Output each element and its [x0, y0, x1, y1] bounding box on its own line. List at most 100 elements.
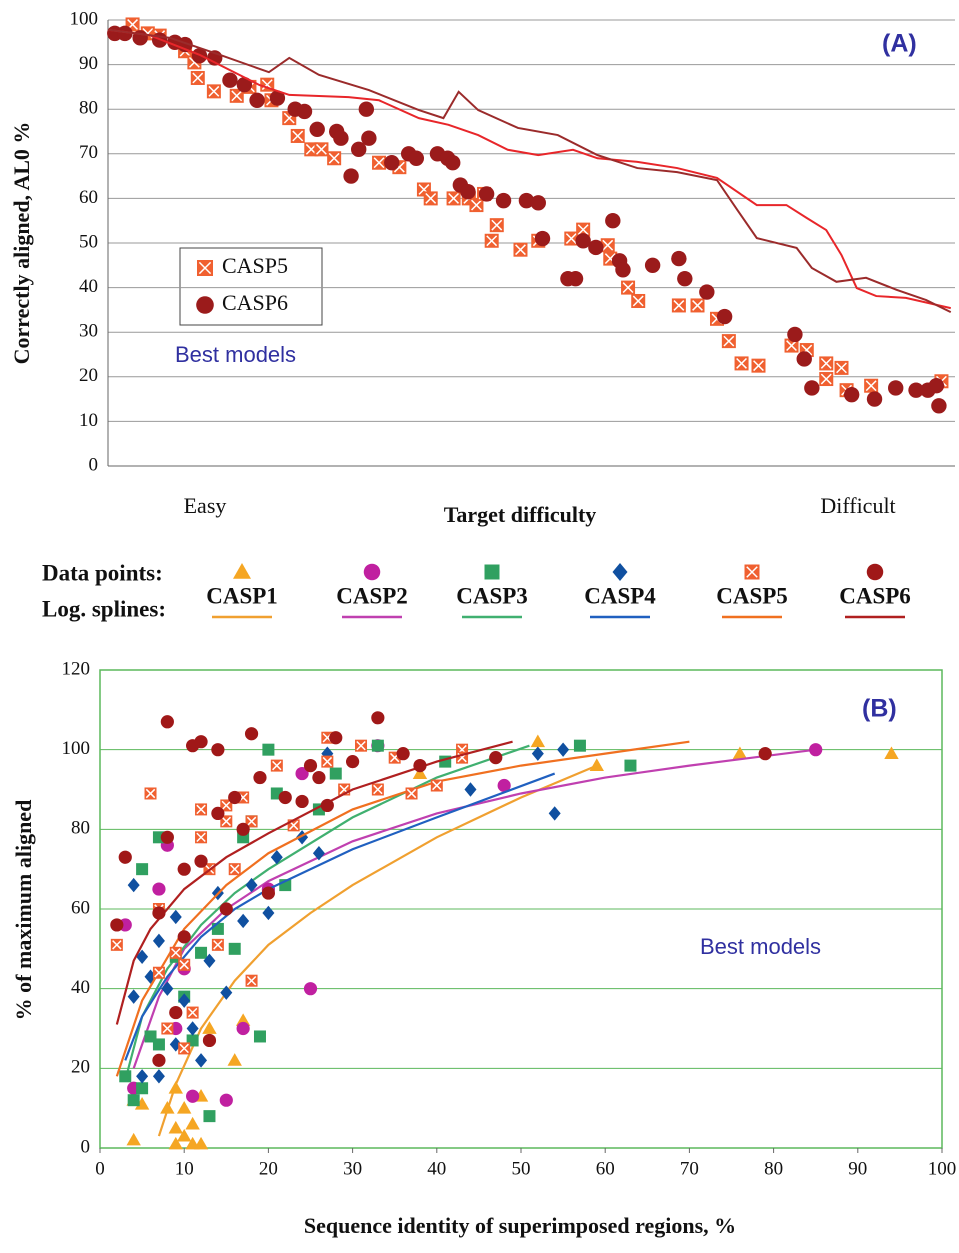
marker — [177, 862, 191, 876]
marker — [168, 1120, 183, 1134]
marker — [864, 378, 879, 393]
marker — [518, 192, 535, 209]
marker — [478, 186, 495, 202]
y-axis-title: % of maximum aligned — [11, 800, 36, 1021]
marker — [358, 101, 375, 117]
marker — [489, 218, 504, 233]
marker — [227, 1053, 242, 1066]
marker — [236, 1021, 250, 1036]
marker — [262, 905, 275, 921]
marker — [721, 334, 736, 349]
marker — [203, 953, 216, 968]
y-tick-label: 20 — [71, 1057, 90, 1078]
marker — [469, 198, 484, 213]
marker-cross — [515, 244, 526, 256]
legend-label: CASP2 — [336, 583, 408, 608]
marker — [253, 770, 267, 785]
marker — [236, 822, 250, 836]
marker — [295, 794, 309, 809]
panel-label: (A) — [882, 30, 917, 58]
marker-cross — [602, 239, 614, 251]
marker — [127, 1094, 140, 1107]
marker — [168, 1081, 183, 1094]
marker — [888, 380, 904, 396]
marker — [233, 563, 251, 579]
marker — [732, 746, 748, 760]
marker — [193, 1136, 209, 1150]
marker-cross — [213, 940, 223, 950]
marker-cross — [820, 357, 832, 369]
marker — [220, 815, 233, 828]
marker — [445, 155, 461, 171]
marker-cross — [179, 1043, 189, 1054]
marker-cross — [171, 948, 181, 958]
marker — [884, 746, 899, 760]
legend-row-label: Data points: — [42, 560, 163, 585]
marker-cross — [786, 340, 797, 352]
marker — [489, 751, 503, 765]
marker — [312, 846, 325, 861]
marker — [303, 759, 318, 773]
marker — [600, 238, 615, 253]
panel-label: (B) — [862, 695, 897, 723]
marker — [329, 731, 343, 745]
marker-cross — [221, 800, 232, 811]
marker — [744, 564, 760, 580]
y-tick-label: 50 — [79, 231, 98, 252]
marker — [351, 141, 367, 158]
marker — [186, 1021, 199, 1036]
marker — [185, 1116, 200, 1130]
legend-label: CASP1 — [206, 583, 278, 608]
x-tick-label: 0 — [95, 1158, 105, 1179]
marker — [169, 909, 182, 925]
marker — [361, 130, 377, 146]
marker — [278, 790, 292, 805]
marker-cross — [820, 373, 832, 385]
marker — [161, 981, 174, 996]
marker — [576, 222, 591, 237]
marker — [152, 882, 166, 896]
marker — [531, 746, 544, 761]
x-tick-label: 10 — [175, 1158, 194, 1179]
marker — [211, 938, 224, 951]
marker — [177, 1128, 192, 1142]
y-tick-label: 20 — [79, 365, 98, 386]
marker — [575, 233, 591, 249]
marker — [495, 192, 512, 209]
marker — [671, 298, 686, 313]
marker — [530, 195, 546, 211]
marker — [787, 326, 803, 343]
marker — [690, 298, 705, 313]
marker-cross — [187, 1007, 198, 1018]
marker-cross — [577, 224, 589, 236]
marker — [290, 128, 305, 143]
marker-cross — [162, 1023, 173, 1034]
marker — [333, 130, 349, 146]
y-tick-label: 10 — [79, 410, 98, 431]
marker — [408, 150, 425, 166]
marker — [605, 213, 621, 229]
legend-label: CASP6 — [222, 290, 288, 315]
marker — [244, 727, 259, 741]
marker — [228, 942, 241, 955]
x-tick-label: 100 — [928, 1158, 957, 1179]
marker-cross — [229, 864, 240, 874]
marker-cross — [192, 72, 204, 84]
marker-cross — [246, 816, 257, 827]
marker — [136, 1082, 149, 1095]
marker-cross — [432, 780, 442, 791]
marker — [219, 902, 233, 916]
marker — [314, 142, 329, 157]
marker — [186, 1006, 199, 1019]
y-tick-label: 100 — [62, 738, 91, 759]
marker-cross — [373, 157, 385, 169]
marker-cross — [208, 85, 220, 97]
marker — [321, 755, 334, 768]
marker — [343, 168, 359, 184]
marker — [804, 380, 820, 396]
marker — [615, 262, 631, 278]
marker — [136, 949, 149, 964]
marker-cross — [179, 960, 189, 970]
marker — [716, 308, 733, 325]
